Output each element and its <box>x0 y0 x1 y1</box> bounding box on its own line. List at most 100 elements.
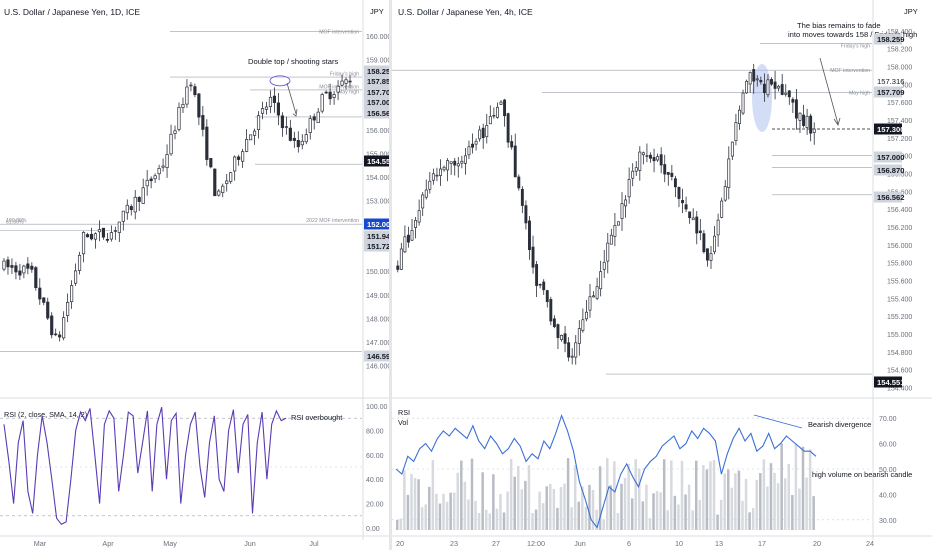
4h-candle[interactable] <box>752 69 756 82</box>
double-top-circle[interactable] <box>269 75 291 87</box>
4h-candle[interactable] <box>713 235 717 253</box>
4h-candle[interactable] <box>702 233 706 253</box>
4h-candle[interactable] <box>748 72 752 85</box>
4h-candle[interactable] <box>410 229 414 241</box>
daily-candle[interactable] <box>93 233 98 240</box>
4h-candle[interactable] <box>677 186 681 199</box>
daily-candle[interactable] <box>256 115 261 130</box>
4h-candle[interactable] <box>471 143 474 148</box>
daily-candle[interactable] <box>260 108 265 114</box>
4h-candle[interactable] <box>745 80 749 94</box>
daily-candle[interactable] <box>97 229 102 233</box>
daily-candle[interactable] <box>312 116 316 121</box>
daily-candle[interactable] <box>121 210 125 222</box>
4h-candle[interactable] <box>552 318 556 328</box>
daily-candle[interactable] <box>344 79 348 84</box>
4h-candle[interactable] <box>396 265 400 270</box>
daily-candle[interactable] <box>241 151 245 162</box>
4h-candle[interactable] <box>670 172 674 177</box>
4h-candle[interactable] <box>517 176 521 189</box>
daily-candle[interactable] <box>2 260 6 270</box>
daily-candle[interactable] <box>145 179 149 187</box>
4h-candle[interactable] <box>805 115 809 128</box>
daily-candle[interactable] <box>109 232 113 240</box>
4h-candle[interactable] <box>567 342 571 358</box>
4h-candle[interactable] <box>784 92 788 95</box>
daily-candle[interactable] <box>189 84 193 87</box>
daily-candle[interactable] <box>276 102 281 116</box>
daily-candle[interactable] <box>81 231 86 255</box>
daily-candle[interactable] <box>272 95 277 103</box>
4h-candle[interactable] <box>478 129 482 140</box>
4h-candle[interactable] <box>528 220 531 251</box>
4h-candle[interactable] <box>802 114 805 126</box>
4h-candle[interactable] <box>446 160 450 171</box>
4h-candle[interactable] <box>705 248 709 261</box>
4h-candle[interactable] <box>645 155 649 157</box>
daily-candle[interactable] <box>73 270 78 284</box>
4h-candle[interactable] <box>794 99 798 119</box>
daily-candle[interactable] <box>89 233 94 240</box>
4h-candle[interactable] <box>727 158 731 188</box>
4h-candle[interactable] <box>620 203 624 220</box>
daily-candle[interactable] <box>30 265 34 270</box>
daily-candle[interactable] <box>26 263 30 269</box>
4h-candle[interactable] <box>656 156 660 161</box>
daily-candle[interactable] <box>177 106 181 130</box>
4h-candle[interactable] <box>688 211 692 219</box>
4h-candle[interactable] <box>609 234 613 245</box>
daily-candle[interactable] <box>125 204 129 214</box>
daily-candle[interactable] <box>336 85 340 93</box>
4h-candle[interactable] <box>524 205 528 224</box>
4h-candle[interactable] <box>549 299 553 322</box>
4h-candle[interactable] <box>631 170 635 179</box>
daily-candle[interactable] <box>62 317 66 339</box>
daily-candle[interactable] <box>129 206 133 210</box>
daily-candle[interactable] <box>77 254 82 271</box>
daily-candle[interactable] <box>300 140 304 146</box>
4h-candle[interactable] <box>492 114 496 117</box>
daily-candle[interactable] <box>133 196 137 213</box>
4h-candle[interactable] <box>485 125 489 138</box>
4h-candle[interactable] <box>770 79 773 85</box>
4h-candle[interactable] <box>709 253 713 261</box>
4h-candle[interactable] <box>584 311 588 320</box>
4h-candle[interactable] <box>773 81 777 89</box>
4h-candle[interactable] <box>442 166 446 171</box>
daily-candle[interactable] <box>66 302 70 316</box>
daily-candle[interactable] <box>296 140 300 148</box>
double-top-arrow[interactable] <box>286 83 297 114</box>
4h-candle[interactable] <box>577 328 581 344</box>
4h-candle[interactable] <box>812 128 816 133</box>
daily-candle[interactable] <box>316 111 320 123</box>
4h-candle[interactable] <box>435 174 439 177</box>
4h-candle[interactable] <box>421 194 425 209</box>
4h-candle[interactable] <box>403 236 407 253</box>
4h-candle[interactable] <box>588 296 592 311</box>
4h-candle[interactable] <box>691 217 695 221</box>
4h-candle[interactable] <box>414 220 418 228</box>
4h-candle[interactable] <box>734 122 738 141</box>
4h-candle[interactable] <box>499 101 503 105</box>
4h-candle[interactable] <box>723 186 727 201</box>
4h-candle[interactable] <box>463 155 467 164</box>
4h-candle[interactable] <box>606 242 610 262</box>
daily-candle[interactable] <box>101 227 106 238</box>
4h-candle[interactable] <box>570 355 574 358</box>
4h-candle[interactable] <box>560 335 563 340</box>
daily-candle[interactable] <box>70 285 74 303</box>
4h-candle[interactable] <box>809 115 813 134</box>
4h-candle[interactable] <box>599 271 603 290</box>
daily-candle[interactable] <box>288 127 292 141</box>
daily-candle[interactable] <box>34 267 38 289</box>
daily-candle[interactable] <box>137 196 141 202</box>
daily-candle[interactable] <box>201 115 205 130</box>
daily-candle[interactable] <box>229 172 233 182</box>
daily-candle[interactable] <box>165 154 169 168</box>
4h-candle[interactable] <box>766 79 770 96</box>
4h-candle[interactable] <box>695 216 699 234</box>
4h-candle[interactable] <box>624 199 628 207</box>
4h-candle[interactable] <box>510 141 514 148</box>
4h-candle[interactable] <box>449 161 453 164</box>
daily-candle[interactable] <box>237 156 241 160</box>
